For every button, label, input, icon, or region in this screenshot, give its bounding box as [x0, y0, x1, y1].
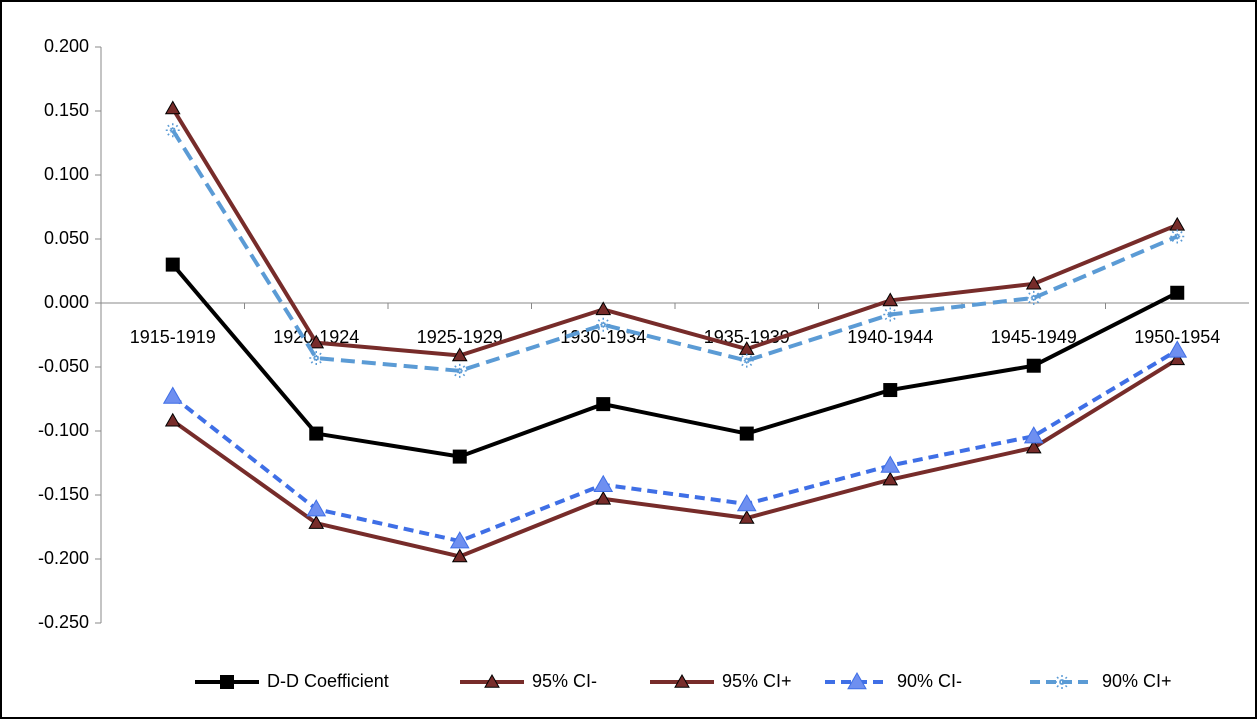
legend-label: 95% CI- — [532, 671, 597, 691]
marker — [1167, 340, 1188, 358]
y-tick-label: -0.250 — [38, 612, 89, 632]
legend-marker — [220, 675, 234, 689]
series-line — [171, 107, 1179, 358]
marker — [164, 412, 181, 427]
y-tick-label: 0.050 — [44, 228, 89, 248]
marker — [882, 471, 899, 486]
marker — [1025, 439, 1042, 454]
y-tick-label: -0.200 — [38, 548, 89, 568]
marker — [451, 548, 468, 563]
marker — [451, 347, 468, 362]
marker — [1026, 358, 1041, 373]
marker — [1023, 426, 1044, 444]
y-tick-label: 0.150 — [44, 100, 89, 120]
x-tick-label: 1945-1949 — [991, 327, 1077, 347]
y-tick-label: 0.200 — [44, 36, 89, 56]
marker — [882, 292, 899, 307]
series-line — [171, 263, 1179, 459]
x-tick-label: 1950-1954 — [1134, 327, 1220, 347]
legend-label: 90% CI- — [897, 671, 962, 691]
series-line — [171, 129, 1179, 373]
marker — [165, 257, 180, 272]
x-tick-label: 1925-1929 — [417, 327, 503, 347]
marker — [880, 455, 901, 473]
marker — [306, 499, 327, 517]
x-tick-label: 1940-1944 — [847, 327, 933, 347]
legend-label: D-D Coefficient — [267, 671, 389, 691]
x-tick-label: 1930-1934 — [560, 327, 646, 347]
x-tick-label: 1915-1919 — [130, 327, 216, 347]
y-tick-label: -0.050 — [38, 356, 89, 376]
marker — [596, 397, 611, 412]
series-line — [171, 348, 1179, 544]
marker — [1169, 351, 1186, 366]
y-tick-label: 0.000 — [44, 292, 89, 312]
marker — [739, 426, 754, 441]
series-line — [171, 357, 1179, 559]
legend-label: 90% CI+ — [1102, 671, 1172, 691]
marker — [1170, 285, 1185, 300]
y-tick-label: -0.150 — [38, 484, 89, 504]
marker — [162, 386, 183, 404]
marker — [164, 100, 181, 115]
legend-marker — [674, 673, 690, 688]
marker — [593, 474, 614, 493]
marker — [595, 490, 612, 505]
marker — [308, 334, 325, 349]
marker — [738, 510, 755, 524]
marker — [309, 426, 324, 441]
legend-marker — [847, 671, 867, 690]
marker — [736, 493, 757, 512]
legend-marker — [484, 673, 500, 688]
y-tick-label: -0.100 — [38, 420, 89, 440]
marker — [308, 515, 325, 529]
marker — [883, 383, 898, 398]
legend-label: 95% CI+ — [722, 671, 792, 691]
marker — [452, 449, 467, 464]
marker — [1025, 275, 1042, 290]
marker — [449, 531, 470, 549]
marker — [595, 301, 612, 316]
y-tick-label: 0.100 — [44, 164, 89, 184]
